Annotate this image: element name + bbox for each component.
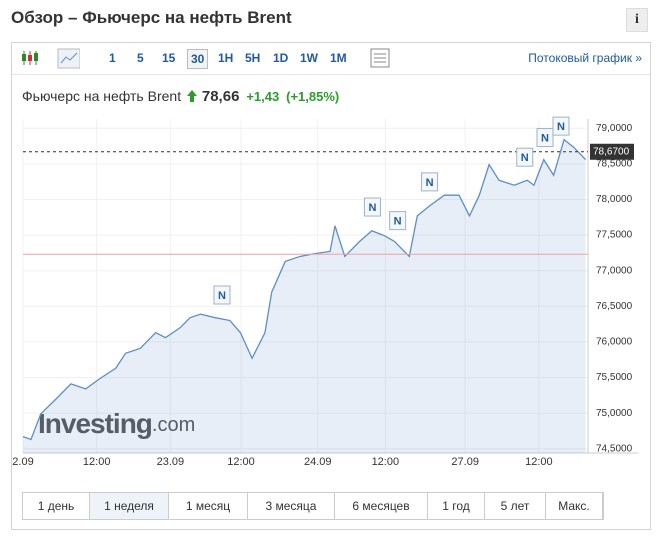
x-tick-label: 12:00 — [372, 456, 400, 468]
interval-button[interactable]: 1M — [330, 51, 347, 65]
x-tick-label: 12:00 — [83, 456, 111, 468]
news-marker — [421, 172, 439, 192]
toolbar: 1 5 15 30 1H 5H 1D 1W 1M Потоковый график » — [12, 43, 650, 75]
page-title: Обзор – Фьючерс на нефть Brent — [11, 8, 292, 27]
settings-icon[interactable] — [368, 43, 392, 74]
y-tick-label: 77,0000 — [596, 265, 633, 276]
x-tick-label: 23.09 — [157, 456, 185, 468]
news-marker — [213, 285, 231, 305]
streaming-link[interactable]: Потоковый график » — [528, 51, 642, 65]
news-marker-label: N — [394, 216, 402, 228]
watermark-brand: Investing — [38, 408, 152, 439]
interval-button[interactable]: 15 — [162, 51, 176, 65]
news-marker — [552, 116, 570, 136]
y-tick-label: 75,5000 — [596, 372, 633, 383]
news-marker — [516, 147, 534, 167]
chart: 74,5000 75,0000 75,5000 76,0000 76,5000 77,00… — [12, 116, 638, 468]
y-tick-label: 77,5000 — [596, 230, 633, 241]
up-arrow — [186, 90, 197, 102]
quote: Фьючерс на нефть Brent 78,66 +1,43 (+1,8… — [22, 88, 339, 105]
y-tick-label: 75,0000 — [596, 408, 633, 419]
x-tick-label: 24.09 — [304, 456, 332, 468]
interval-button[interactable]: 1D — [273, 51, 289, 65]
y-tick-label: 76,5000 — [596, 301, 633, 312]
news-marker-label: N — [557, 121, 565, 133]
period-button[interactable]: 3 месяца — [248, 493, 335, 519]
watermark-suffix: .com — [152, 414, 195, 436]
interval-button[interactable]: 1H — [218, 51, 234, 65]
quote-name: Фьючерс на нефть Brent — [22, 88, 182, 104]
chart-type-icons[interactable] — [20, 43, 80, 74]
interval-button[interactable]: 30 — [187, 49, 209, 69]
interval-button[interactable]: 1 — [109, 51, 116, 65]
quote-price: 78,66 — [201, 88, 240, 105]
news-marker-label: N — [368, 202, 376, 214]
line — [22, 138, 587, 441]
x-tick-label: 27.09 — [451, 456, 479, 468]
period-button[interactable]: 1 год — [428, 493, 485, 519]
x-tick-label: 12:00 — [525, 456, 553, 468]
interval-button[interactable]: 1W — [300, 51, 318, 65]
news-marker-label: N — [541, 132, 549, 144]
plot-background — [23, 119, 588, 453]
y-tick-label: 74,5000 — [596, 443, 633, 454]
period-button[interactable]: Макс. — [546, 493, 603, 519]
news-marker-label: N — [521, 152, 529, 164]
info-button[interactable]: i — [626, 8, 648, 32]
quote-change-pct: (+1,85%) — [286, 89, 340, 104]
last-price-label: 78,6700 — [593, 146, 630, 157]
y-tick-label: 78,0000 — [596, 194, 633, 205]
news-marker — [536, 128, 554, 148]
widget: 1 5 15 30 1H 5H 1D 1W 1M Потоковый график » Фьюч… — [11, 42, 651, 530]
news-marker-label: N — [426, 177, 434, 189]
news-marker-label: N — [218, 290, 226, 302]
period-button[interactable]: 1 месяц — [169, 493, 248, 519]
x-tick-label: 2.09 — [12, 456, 33, 468]
period-bar: 1 день 1 неделя 1 месяц 3 месяца 6 месяцев 1 … — [22, 492, 604, 520]
news-marker — [363, 197, 381, 217]
period-button[interactable]: 1 неделя — [90, 493, 169, 519]
x-tick-label: 12:00 — [227, 456, 255, 468]
period-button[interactable]: 5 лет — [485, 493, 546, 519]
interval-button[interactable]: 5H — [245, 51, 261, 65]
area — [23, 139, 586, 453]
period-button[interactable]: 1 день — [23, 493, 90, 519]
y-tick-label: 79,0000 — [596, 123, 633, 134]
period-button[interactable]: 6 месяцев — [335, 493, 428, 519]
quote-change: +1,43 — [246, 89, 280, 104]
y-tick-label: 76,0000 — [596, 337, 633, 348]
watermark: Investing.com — [38, 408, 195, 439]
interval-button[interactable]: 5 — [137, 51, 144, 65]
news-marker — [389, 211, 407, 231]
y-tick-label: 78,5000 — [596, 159, 633, 170]
last-price-box — [590, 143, 634, 160]
